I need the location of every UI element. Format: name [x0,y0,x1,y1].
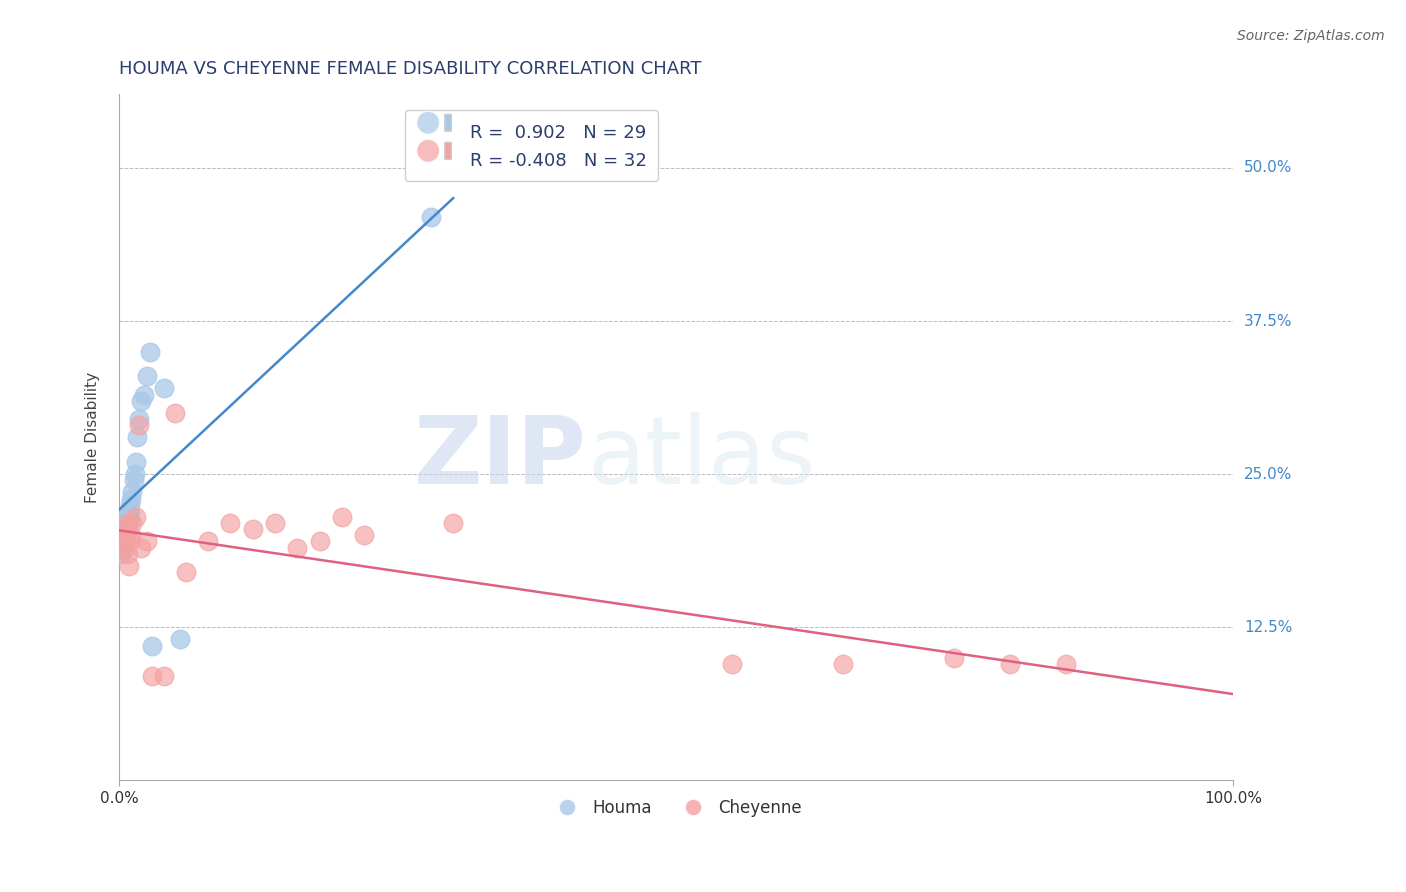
Point [135,369,157,384]
Text: ZIP: ZIP [413,412,586,504]
Point [114,528,136,542]
Point [264,516,287,530]
Text: 12.5%: 12.5% [1244,620,1292,635]
Point [135,534,157,549]
Text: HOUMA VS CHEYENNE FEMALE DISABILITY CORRELATION CHART: HOUMA VS CHEYENNE FEMALE DISABILITY CORR… [120,60,702,78]
Point [115,510,138,524]
Point [117,516,139,530]
Point [152,381,174,395]
Point [1054,657,1077,671]
Point [112,522,135,536]
Point [120,498,142,512]
Point [139,344,162,359]
Point [174,565,197,579]
Point [998,657,1021,671]
Point [353,528,375,542]
Point [197,534,219,549]
Point [330,510,353,524]
Point [114,522,136,536]
Point [131,393,153,408]
Text: Source: ZipAtlas.com: Source: ZipAtlas.com [1237,29,1385,43]
Point [308,534,330,549]
Point [131,541,153,555]
Point [943,650,966,665]
Point [122,473,145,487]
Point [117,547,139,561]
Point [720,657,742,671]
Point [121,516,143,530]
Point [118,510,141,524]
Point [125,430,148,444]
Point [110,547,132,561]
Point [111,528,134,542]
Point [141,669,163,683]
Y-axis label: Female Disability: Female Disability [86,372,100,503]
Text: atlas: atlas [586,412,815,504]
Point [112,534,135,549]
Point [420,210,443,224]
Point [441,516,464,530]
Point [125,455,148,469]
Point [128,412,150,426]
Point [152,669,174,683]
Legend: Houma, Cheyenne: Houma, Cheyenne [544,792,808,823]
Point [832,657,855,671]
Point [114,528,136,542]
Point [285,541,308,555]
Point [124,467,146,482]
Point [219,516,242,530]
Point [115,516,138,530]
Point [132,387,155,401]
Text: 37.5%: 37.5% [1244,313,1292,328]
Point [120,528,142,542]
Point [114,534,136,549]
Point [118,504,141,518]
Point [118,558,141,573]
Point [169,632,191,647]
Point [120,534,142,549]
Point [111,534,134,549]
Point [163,406,186,420]
Point [242,522,264,536]
Point [115,516,138,530]
Point [111,541,134,555]
Point [121,485,143,500]
Point [114,541,136,555]
Text: 50.0%: 50.0% [1244,161,1292,176]
Text: 25.0%: 25.0% [1244,467,1292,482]
Point [120,491,142,506]
Point [128,418,150,433]
Point [120,504,142,518]
Point [125,510,148,524]
Point [141,639,163,653]
